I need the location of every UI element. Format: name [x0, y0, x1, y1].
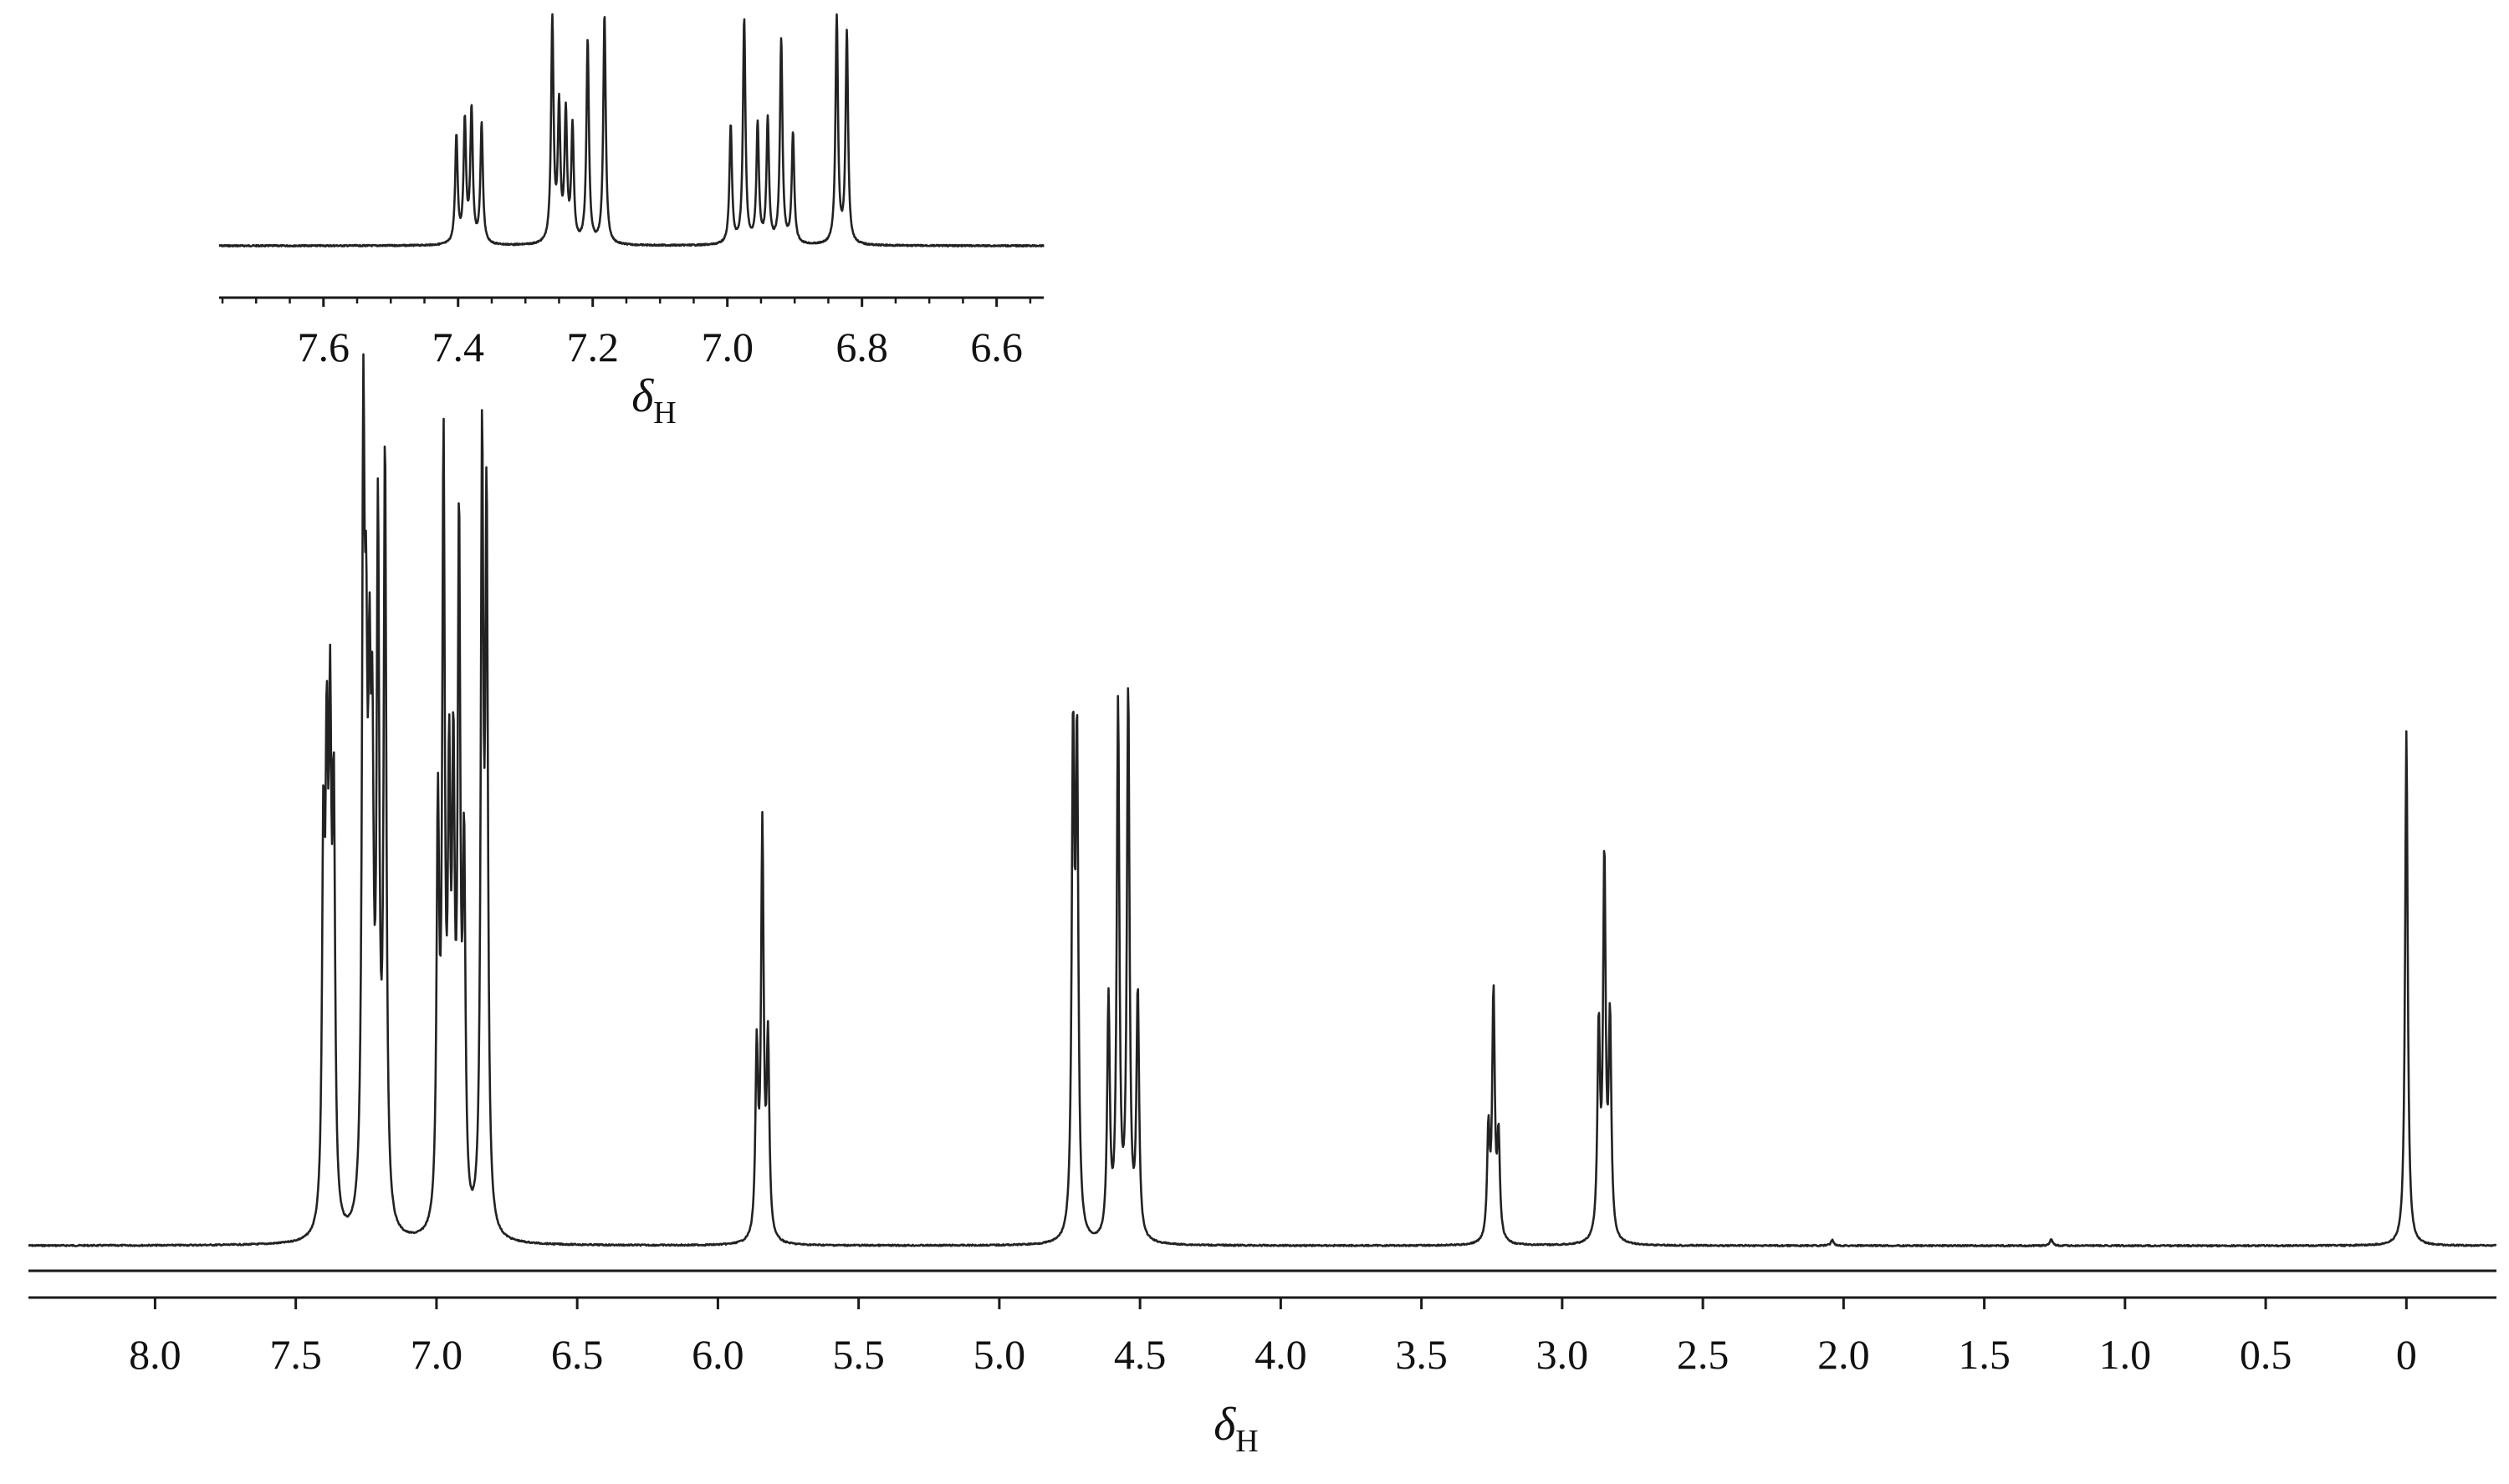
- inset-x-axis: 7.6 7.4 7.2 7.0 6.8 6.6: [219, 296, 1044, 370]
- main-spectrum-panel: 8.0 7.5 7.0 6.5 6.0 5.5 5.0 4.5 4.0 3.5 3.0 2.5 2.0 1…: [28, 353, 2497, 1459]
- main-x-axis-symbol: δ: [1214, 1399, 1236, 1451]
- main-tick-label: 4.5: [1114, 1331, 1167, 1378]
- main-tick-label: 0: [2396, 1331, 2417, 1378]
- main-tick-label: 0.5: [2240, 1331, 2292, 1378]
- inset-spectrum-panel: 7.6 7.4 7.2 7.0 6.8 6.6 δH: [218, 13, 1045, 431]
- main-tick-label: 5.0: [973, 1331, 1026, 1378]
- main-tick-label: 1.5: [1958, 1331, 2011, 1378]
- inset-tick-label: 7.0: [701, 324, 754, 370]
- inset-tick-label: 6.8: [835, 324, 888, 370]
- inset-tick-label: 7.6: [298, 324, 350, 370]
- main-tick-label: 6.5: [551, 1331, 604, 1378]
- main-spectrum-trace: [28, 353, 2497, 1248]
- main-tick-label: 1.0: [2099, 1331, 2152, 1378]
- main-tick-label: 2.5: [1677, 1331, 1730, 1378]
- inset-x-axis-symbol: δ: [631, 370, 654, 422]
- main-tick-label: 5.5: [832, 1331, 885, 1378]
- main-tick-label: 7.0: [411, 1331, 463, 1378]
- inset-spectrum-line: [218, 13, 1045, 248]
- main-tick-label: 6.0: [692, 1331, 744, 1378]
- inset-tick-label: 7.2: [566, 324, 619, 370]
- main-x-axis: 8.0 7.5 7.0 6.5 6.0 5.5 5.0 4.5 4.0 3.5 3.0 2.5 2.0 1…: [28, 1269, 2496, 1378]
- inset-tick-label: 6.6: [970, 324, 1023, 370]
- main-tick-label: 2.0: [1817, 1331, 1870, 1378]
- main-tick-label: 8.0: [129, 1331, 181, 1378]
- main-tick-label: 3.0: [1536, 1331, 1589, 1378]
- inset-spectrum-trace: [218, 13, 1045, 248]
- inset-x-axis-subscript: H: [653, 395, 676, 431]
- main-x-axis-title: δH: [1214, 1399, 1258, 1459]
- inset-x-axis-title: δH: [631, 370, 676, 431]
- main-tick-label: 7.5: [269, 1331, 322, 1378]
- main-x-axis-subscript: H: [1235, 1424, 1258, 1459]
- main-tick-label: 3.5: [1395, 1331, 1448, 1378]
- main-spectrum-line: [28, 353, 2497, 1248]
- main-tick-label: 4.0: [1254, 1331, 1307, 1378]
- inset-tick-label: 7.4: [432, 324, 484, 370]
